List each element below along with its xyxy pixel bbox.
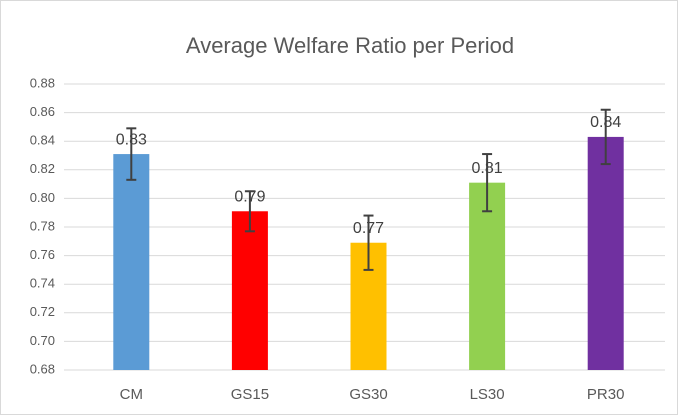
y-tick-label: 0.86 bbox=[30, 104, 55, 119]
y-tick-label: 0.70 bbox=[30, 333, 55, 348]
bar bbox=[113, 154, 150, 370]
error-bar bbox=[482, 153, 493, 213]
value-label: 0.79 bbox=[234, 188, 265, 205]
chart-title: Average Welfare Ratio per Period bbox=[186, 33, 514, 58]
y-tick-label: 0.74 bbox=[30, 276, 55, 291]
value-label: 0.83 bbox=[116, 131, 147, 148]
bar bbox=[587, 136, 624, 370]
bar bbox=[469, 182, 506, 370]
error-bar bbox=[363, 214, 374, 271]
value-label: 0.84 bbox=[590, 114, 621, 131]
y-tick-label: 0.80 bbox=[30, 190, 55, 205]
bar bbox=[231, 211, 268, 370]
error-bar bbox=[244, 190, 255, 233]
y-tick-label: 0.88 bbox=[30, 75, 55, 90]
value-label: 0.77 bbox=[353, 220, 384, 237]
error-bar bbox=[600, 108, 611, 166]
x-tick-label: LS30 bbox=[470, 386, 505, 403]
x-tick-label: GS30 bbox=[349, 386, 387, 403]
x-tick-label: CM bbox=[120, 386, 143, 403]
y-tick-label: 0.84 bbox=[30, 133, 55, 148]
y-tick-label: 0.78 bbox=[30, 218, 55, 233]
value-label: 0.81 bbox=[472, 160, 503, 177]
x-tick-label: PR30 bbox=[587, 386, 625, 403]
y-tick-label: 0.72 bbox=[30, 304, 55, 319]
error-bar bbox=[126, 127, 137, 181]
x-tick-label: GS15 bbox=[231, 386, 269, 403]
y-tick-label: 0.82 bbox=[30, 161, 55, 176]
y-tick-label: 0.68 bbox=[30, 361, 55, 376]
y-tick-label: 0.76 bbox=[30, 247, 55, 262]
